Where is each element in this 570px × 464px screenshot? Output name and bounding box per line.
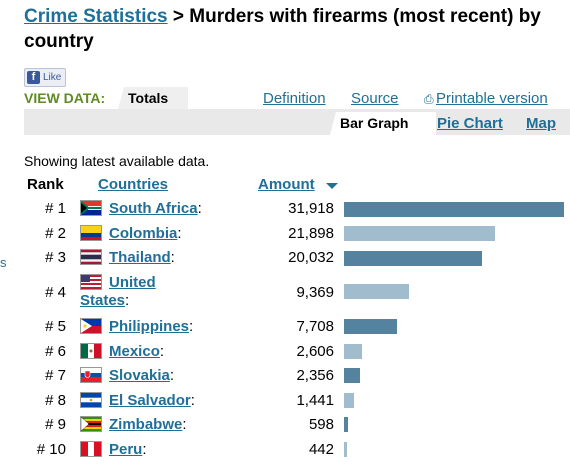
slovakia-flag-icon <box>80 367 102 383</box>
showing-text: Showing latest available data. <box>24 153 210 169</box>
country-cell: Slovakia: <box>109 367 175 384</box>
bar-9 <box>344 417 348 432</box>
definition-link[interactable]: Definition <box>263 90 326 107</box>
country-link[interactable]: Mexico <box>109 343 160 360</box>
tab-map[interactable]: Map <box>526 115 556 132</box>
column-header-amount[interactable]: Amount <box>258 176 315 193</box>
country-link[interactable]: South Africa <box>109 200 198 217</box>
country-cell: Colombia: <box>109 225 182 242</box>
tab-pie-chart[interactable]: Pie Chart <box>437 115 503 132</box>
bar-6 <box>344 344 362 359</box>
amount-cell: 2,356 <box>296 367 334 384</box>
amount-cell: 9,369 <box>296 284 334 301</box>
amount-cell: 1,441 <box>296 392 334 409</box>
amount-cell: 20,032 <box>288 249 334 266</box>
country-link[interactable]: Philippines <box>109 318 190 335</box>
left-edge-text[interactable]: s <box>0 255 7 270</box>
rank-cell: # 3 <box>45 249 66 266</box>
rank-cell: # 10 <box>36 441 66 458</box>
bar-5 <box>344 319 397 334</box>
country-cell: Peru: <box>109 441 147 458</box>
philippines-flag-icon <box>80 318 102 334</box>
column-header-rank: Rank <box>27 176 64 193</box>
rank-cell: # 8 <box>45 392 66 409</box>
facebook-like-button[interactable]: f Like <box>24 68 67 87</box>
source-link[interactable]: Source <box>351 90 399 107</box>
country-cell: Thailand: <box>109 249 175 266</box>
rank-cell: # 4 <box>45 284 66 301</box>
bar-10 <box>344 442 347 457</box>
country-cell-line2: States: <box>80 292 130 309</box>
like-label: Like <box>43 72 62 83</box>
bar-1 <box>344 202 564 217</box>
amount-cell: 7,708 <box>296 318 334 335</box>
country-link[interactable]: Colombia <box>109 225 178 242</box>
peru-flag-icon <box>80 441 102 457</box>
amount-cell: 598 <box>308 416 334 433</box>
sort-descending-icon[interactable] <box>326 183 338 189</box>
bar-2 <box>344 226 495 241</box>
united-states-flag-icon <box>80 274 102 290</box>
country-link[interactable]: El Salvador <box>109 392 191 409</box>
bar-3 <box>344 251 482 266</box>
view-data-label: VIEW DATA: <box>24 90 106 106</box>
country-link[interactable]: Slovakia <box>109 367 170 384</box>
thailand-flag-icon <box>80 249 102 265</box>
country-cell: South Africa: <box>109 200 202 217</box>
tab-bar-graph[interactable]: Bar Graph <box>330 112 436 135</box>
country-cell: Philippines: <box>109 318 194 335</box>
bar-4 <box>344 284 409 299</box>
country-cell: United <box>109 274 156 291</box>
page-title: Crime Statistics > Murders with firearms… <box>24 4 564 54</box>
rank-cell: # 6 <box>45 343 66 360</box>
south-africa-flag-icon <box>80 200 102 216</box>
country-link[interactable]: United <box>109 274 156 291</box>
country-cell: Zimbabwe: <box>109 416 187 433</box>
breadcrumb-crime-statistics[interactable]: Crime Statistics <box>24 6 168 27</box>
country-link[interactable]: Thailand <box>109 249 171 266</box>
amount-cell: 31,918 <box>288 200 334 217</box>
amount-cell: 2,606 <box>296 343 334 360</box>
country-link[interactable]: Peru <box>109 441 143 458</box>
rank-cell: # 1 <box>45 200 66 217</box>
rank-cell: # 2 <box>45 225 66 242</box>
view-tabs-bar <box>24 109 570 135</box>
tab-totals[interactable]: Totals <box>118 87 188 109</box>
country-link[interactable]: Zimbabwe <box>109 416 183 433</box>
rank-cell: # 7 <box>45 367 66 384</box>
colombia-flag-icon <box>80 225 102 241</box>
facebook-icon: f <box>27 71 40 84</box>
rank-cell: # 9 <box>45 416 66 433</box>
rank-cell: # 5 <box>45 318 66 335</box>
print-icon: ⎙ <box>424 92 434 106</box>
country-cell: Mexico: <box>109 343 165 360</box>
mexico-flag-icon <box>80 343 102 359</box>
country-cell: El Salvador: <box>109 392 195 409</box>
bar-7 <box>344 368 360 383</box>
printable-version-link[interactable]: Printable version <box>436 90 548 107</box>
column-header-countries[interactable]: Countries <box>98 176 169 193</box>
country-link-line2[interactable]: States <box>80 292 126 309</box>
zimbabwe-flag-icon <box>80 416 102 432</box>
amount-cell: 442 <box>308 441 334 458</box>
page-title-text: > Murders with firearms (most recent) by… <box>24 6 541 52</box>
amount-cell: 21,898 <box>288 225 334 242</box>
bar-8 <box>344 393 354 408</box>
el-salvador-flag-icon <box>80 392 102 408</box>
